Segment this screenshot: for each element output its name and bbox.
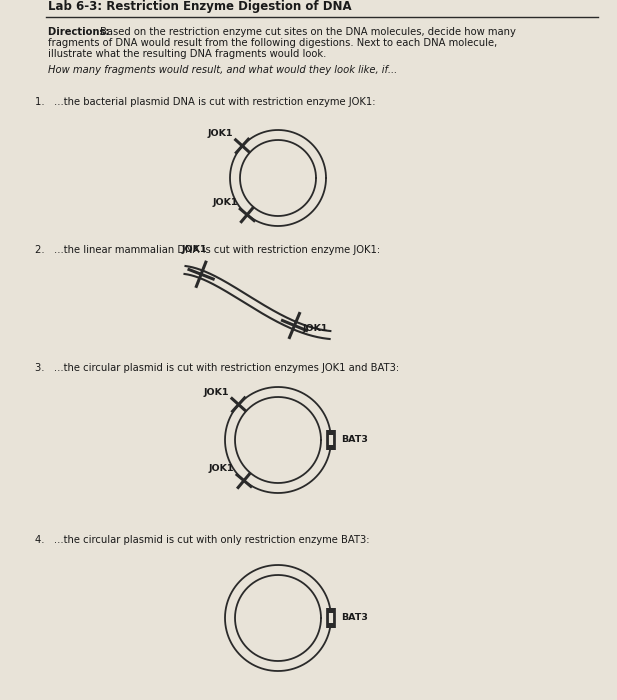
Text: JOK1: JOK1 xyxy=(302,323,328,332)
Text: 1.   ...the bacterial plasmid DNA is cut with restriction enzyme JOK1:: 1. ...the bacterial plasmid DNA is cut w… xyxy=(35,97,376,107)
Text: 4.   ...the circular plasmid is cut with only restriction enzyme BAT3:: 4. ...the circular plasmid is cut with o… xyxy=(35,535,370,545)
Text: JOK1: JOK1 xyxy=(181,245,207,254)
Text: 3.   ...the circular plasmid is cut with restriction enzymes JOK1 and BAT3:: 3. ...the circular plasmid is cut with r… xyxy=(35,363,399,373)
Text: fragments of DNA would result from the following digestions. Next to each DNA mo: fragments of DNA would result from the f… xyxy=(48,38,497,48)
Text: Based on the restriction enzyme cut sites on the DNA molecules, decide how many: Based on the restriction enzyme cut site… xyxy=(100,27,516,37)
Text: BAT3: BAT3 xyxy=(341,613,368,622)
Text: BAT3: BAT3 xyxy=(341,435,368,444)
Text: How many fragments would result, and what would they look like, if...: How many fragments would result, and wha… xyxy=(48,65,397,75)
Text: JOK1: JOK1 xyxy=(207,129,233,138)
Text: JOK1: JOK1 xyxy=(212,198,238,206)
Text: illustrate what the resulting DNA fragments would look.: illustrate what the resulting DNA fragme… xyxy=(48,49,326,59)
Text: Directions:: Directions: xyxy=(48,27,113,37)
Text: Lab 6-3: Restriction Enzyme Digestion of DNA: Lab 6-3: Restriction Enzyme Digestion of… xyxy=(48,0,352,13)
Text: JOK1: JOK1 xyxy=(204,388,229,396)
Text: JOK1: JOK1 xyxy=(209,463,234,473)
Text: 2.   ...the linear mammalian DNA is cut with restriction enzyme JOK1:: 2. ...the linear mammalian DNA is cut wi… xyxy=(35,245,380,255)
